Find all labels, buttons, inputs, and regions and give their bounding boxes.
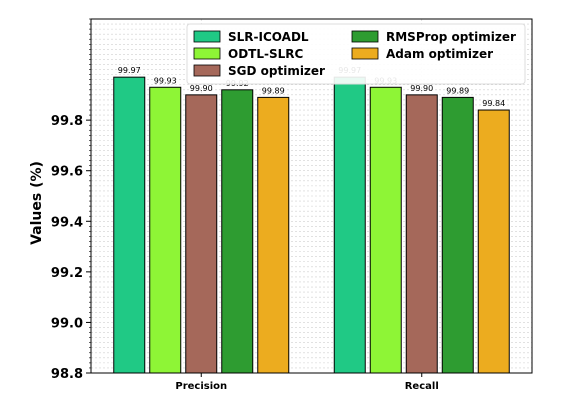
legend-swatch <box>193 30 221 43</box>
y-tick-label: 99.2 <box>51 266 83 281</box>
x-tick-label: Recall <box>405 381 439 392</box>
data-label: 99.97 <box>118 66 141 75</box>
bar <box>185 94 218 374</box>
bar <box>405 94 438 374</box>
bar <box>257 96 290 374</box>
axes-layer: Precision Recall 98.8 99.0 99.2 99.4 99.6 99.8 <box>51 18 533 392</box>
legend-swatch <box>351 30 379 43</box>
legend-swatch <box>193 47 221 60</box>
y-tick-label: 99.6 <box>51 165 83 180</box>
data-label: 99.89 <box>262 86 285 95</box>
legend-label: Adam optimizer <box>386 47 493 61</box>
y-tick-label: 99.4 <box>51 215 83 230</box>
legend-label: RMSProp optimizer <box>386 30 516 44</box>
bar <box>441 96 474 374</box>
data-label: 99.90 <box>410 84 433 93</box>
data-label: 99.90 <box>190 84 213 93</box>
y-tick-label: 99.8 <box>51 114 83 129</box>
bar <box>369 86 402 374</box>
y-tick-label: 99.0 <box>51 316 83 331</box>
data-label: 99.84 <box>482 99 505 108</box>
bar <box>221 89 254 374</box>
bar <box>333 76 366 374</box>
bar <box>149 86 182 374</box>
bar <box>477 109 510 374</box>
y-axis-label: Values (%) <box>29 161 45 245</box>
legend-swatch <box>193 64 221 77</box>
x-tick-label: Precision <box>175 381 227 392</box>
legend-label: SGD optimizer <box>228 64 325 78</box>
legend-label: ODTL-SLRC <box>228 47 304 61</box>
legend-label: SLR-ICOADL <box>228 30 309 44</box>
y-tick-label: 98.8 <box>51 367 83 382</box>
data-label: 99.93 <box>154 76 177 85</box>
legend-swatch <box>351 47 379 60</box>
legend: SLR-ICOADL ODTL-SLRC SGD optimizer RMSProp … <box>186 23 526 85</box>
data-label: 99.89 <box>446 86 469 95</box>
bar <box>113 76 146 374</box>
